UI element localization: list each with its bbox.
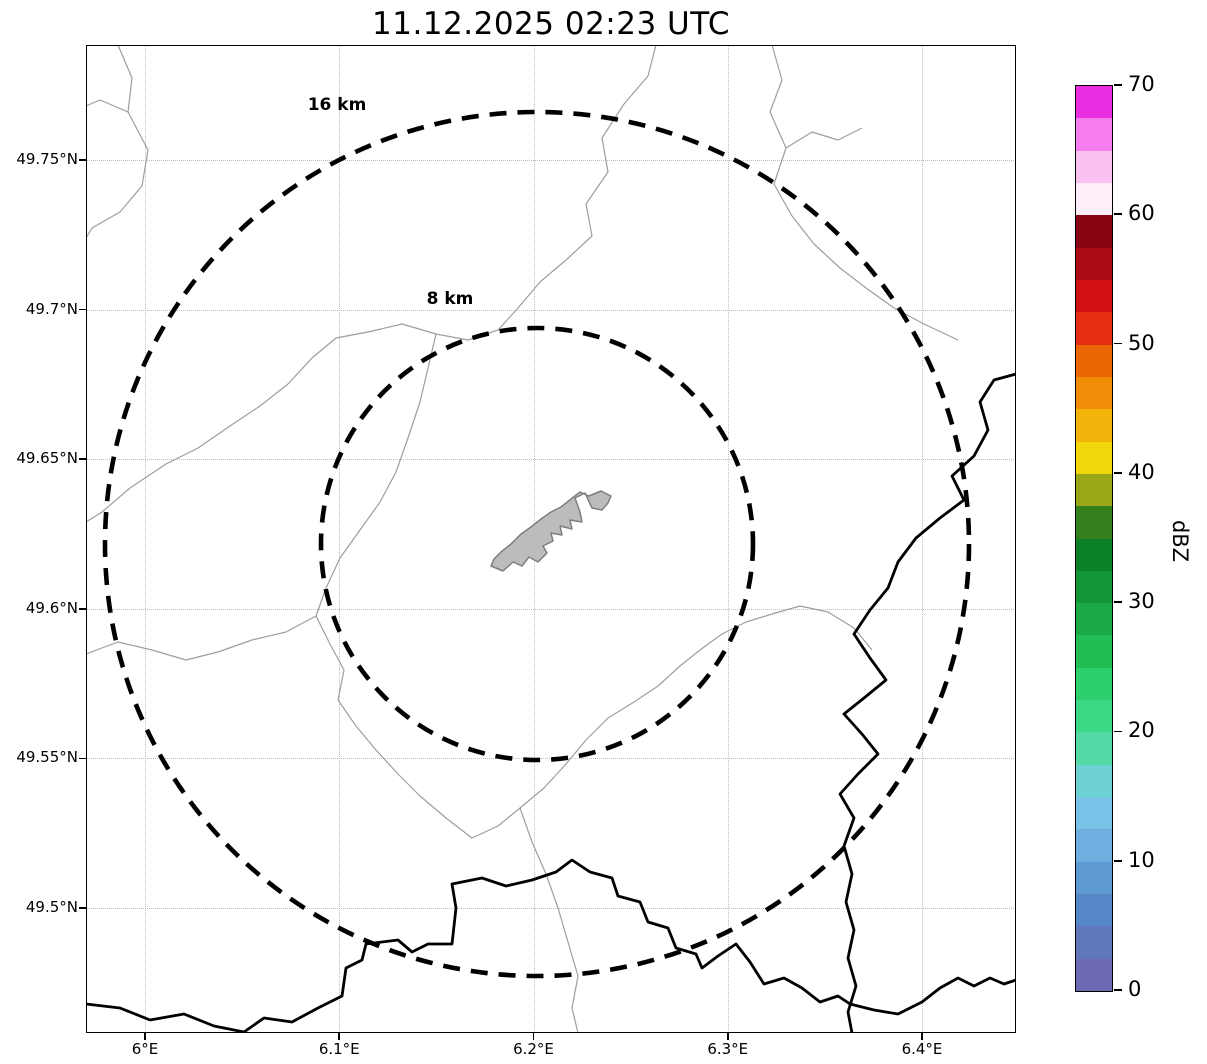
colorbar-segment: [1076, 764, 1112, 798]
colorbar-segment: [1076, 731, 1112, 765]
grid-line-horizontal: [86, 908, 1016, 909]
colorbar-segment: [1076, 408, 1112, 442]
grid-line-vertical: [145, 45, 146, 1033]
plot-title: 11.12.2025 02:23 UTC: [372, 6, 730, 42]
colorbar-segment: [1076, 344, 1112, 377]
colorbar-segment: [1076, 570, 1112, 604]
colorbar-segment: [1076, 182, 1112, 216]
colorbar-gradient: [1076, 86, 1112, 991]
colorbar-segment: [1076, 861, 1112, 895]
colorbar-segment: [1076, 505, 1112, 539]
grid-line-horizontal: [86, 608, 1016, 610]
grid-line-horizontal: [86, 160, 1016, 161]
colorbar-segment: [1076, 893, 1112, 927]
colorbar-segment: [1076, 440, 1112, 474]
colorbar-segment: [1076, 117, 1112, 151]
colorbar-axis-label: dBZ: [1168, 519, 1192, 563]
grid-line-vertical: [339, 45, 341, 1033]
colorbar-segment: [1076, 699, 1112, 733]
colorbar-segment: [1076, 667, 1112, 701]
colorbar-segment: [1076, 925, 1112, 959]
colorbar-segment: [1076, 150, 1112, 183]
colorbar-segment: [1076, 247, 1112, 280]
grid-line-horizontal: [86, 309, 1016, 311]
colorbar-segment: [1076, 828, 1112, 862]
colorbar-segment: [1076, 537, 1112, 571]
grid-line-vertical: [727, 45, 729, 1033]
colorbar-segment: [1076, 86, 1112, 119]
colorbar-segment: [1076, 376, 1112, 410]
colorbar-segment: [1076, 602, 1112, 636]
colorbar-segment: [1076, 473, 1112, 507]
grid-line-horizontal: [86, 758, 1016, 760]
colorbar-segment: [1076, 279, 1112, 313]
colorbar: [1075, 85, 1113, 992]
range-ring-8km-label: 8 km: [426, 289, 474, 309]
colorbar-segment: [1076, 796, 1112, 830]
grid-line-horizontal: [86, 459, 1016, 461]
range-ring-16km-label: 16 km: [307, 95, 367, 115]
colorbar-segment: [1076, 311, 1112, 345]
grid-line-vertical: [533, 45, 535, 1033]
colorbar-segment: [1076, 214, 1112, 248]
colorbar-segment: [1076, 958, 1112, 991]
grid-line-vertical: [922, 45, 923, 1033]
colorbar-segment: [1076, 634, 1112, 668]
